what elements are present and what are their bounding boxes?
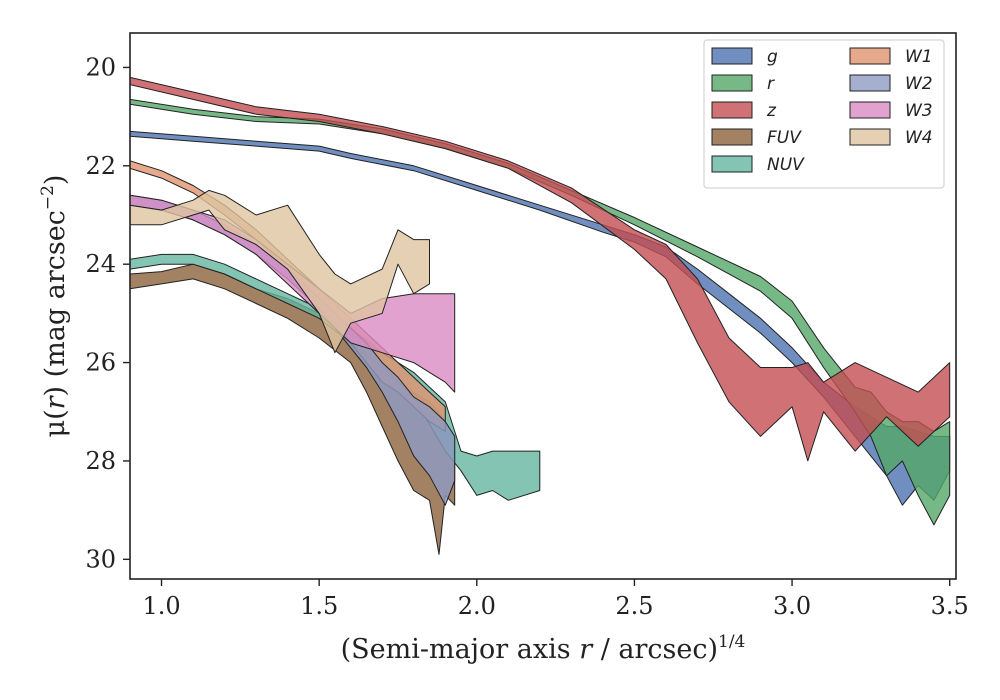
series-band-z [130, 76, 951, 462]
x-tick-label: 2.5 [615, 592, 653, 620]
x-tick-label: 2.0 [458, 592, 496, 620]
legend-label-w1: W1 [905, 47, 933, 67]
x-tick-label: 3.5 [931, 592, 969, 620]
legend-swatch-w1 [849, 47, 891, 65]
legend-label-w2: W2 [905, 74, 933, 94]
y-tick-label: 22 [85, 152, 116, 180]
series-band-nuv [130, 253, 541, 501]
legend-label-w4: W4 [905, 128, 933, 148]
y-tick-label: 20 [85, 53, 116, 81]
x-axis: 1.0 1.5 2.0 2.5 3.0 3.5 [142, 579, 969, 620]
legend-label-nuv: NUV [767, 155, 805, 175]
legend-label-g: g [767, 47, 778, 67]
x-tick-label: 1.0 [142, 592, 180, 620]
x-axis-label: (Semi-major axis r / arcsec)1/4 [341, 632, 746, 665]
legend-swatch-r [711, 74, 753, 92]
y-axis: 20 22 24 26 28 30 [85, 53, 130, 573]
legend-swatch-fuv [711, 128, 753, 146]
y-tick-label: 24 [85, 250, 116, 278]
legend-label-w3: W3 [905, 101, 933, 121]
y-tick-label: 28 [85, 447, 116, 475]
y-axis-label: μ(r) (mag arcsec−2) [38, 175, 71, 438]
legend: grz FUV NUV W1 W2 W3 W4 [703, 39, 945, 189]
legend-swatch-nuv [711, 155, 753, 173]
legend-label-fuv: FUV [767, 128, 802, 148]
legend-swatch-w4 [849, 128, 891, 146]
series-layer [130, 76, 951, 555]
y-tick-label: 30 [85, 545, 116, 573]
legend-swatch-z [711, 101, 753, 119]
x-tick-label: 3.0 [773, 592, 811, 620]
legend-label-z: z [766, 101, 777, 121]
series-band-w4 [130, 189, 430, 354]
x-tick-label: 1.5 [300, 592, 338, 620]
legend-swatch-w2 [849, 74, 891, 92]
legend-label-r: r [767, 74, 775, 94]
legend-swatch-w3 [849, 101, 891, 119]
legend-swatch-g [711, 47, 753, 65]
plot-frame [129, 32, 957, 580]
y-tick-label: 26 [85, 349, 116, 377]
